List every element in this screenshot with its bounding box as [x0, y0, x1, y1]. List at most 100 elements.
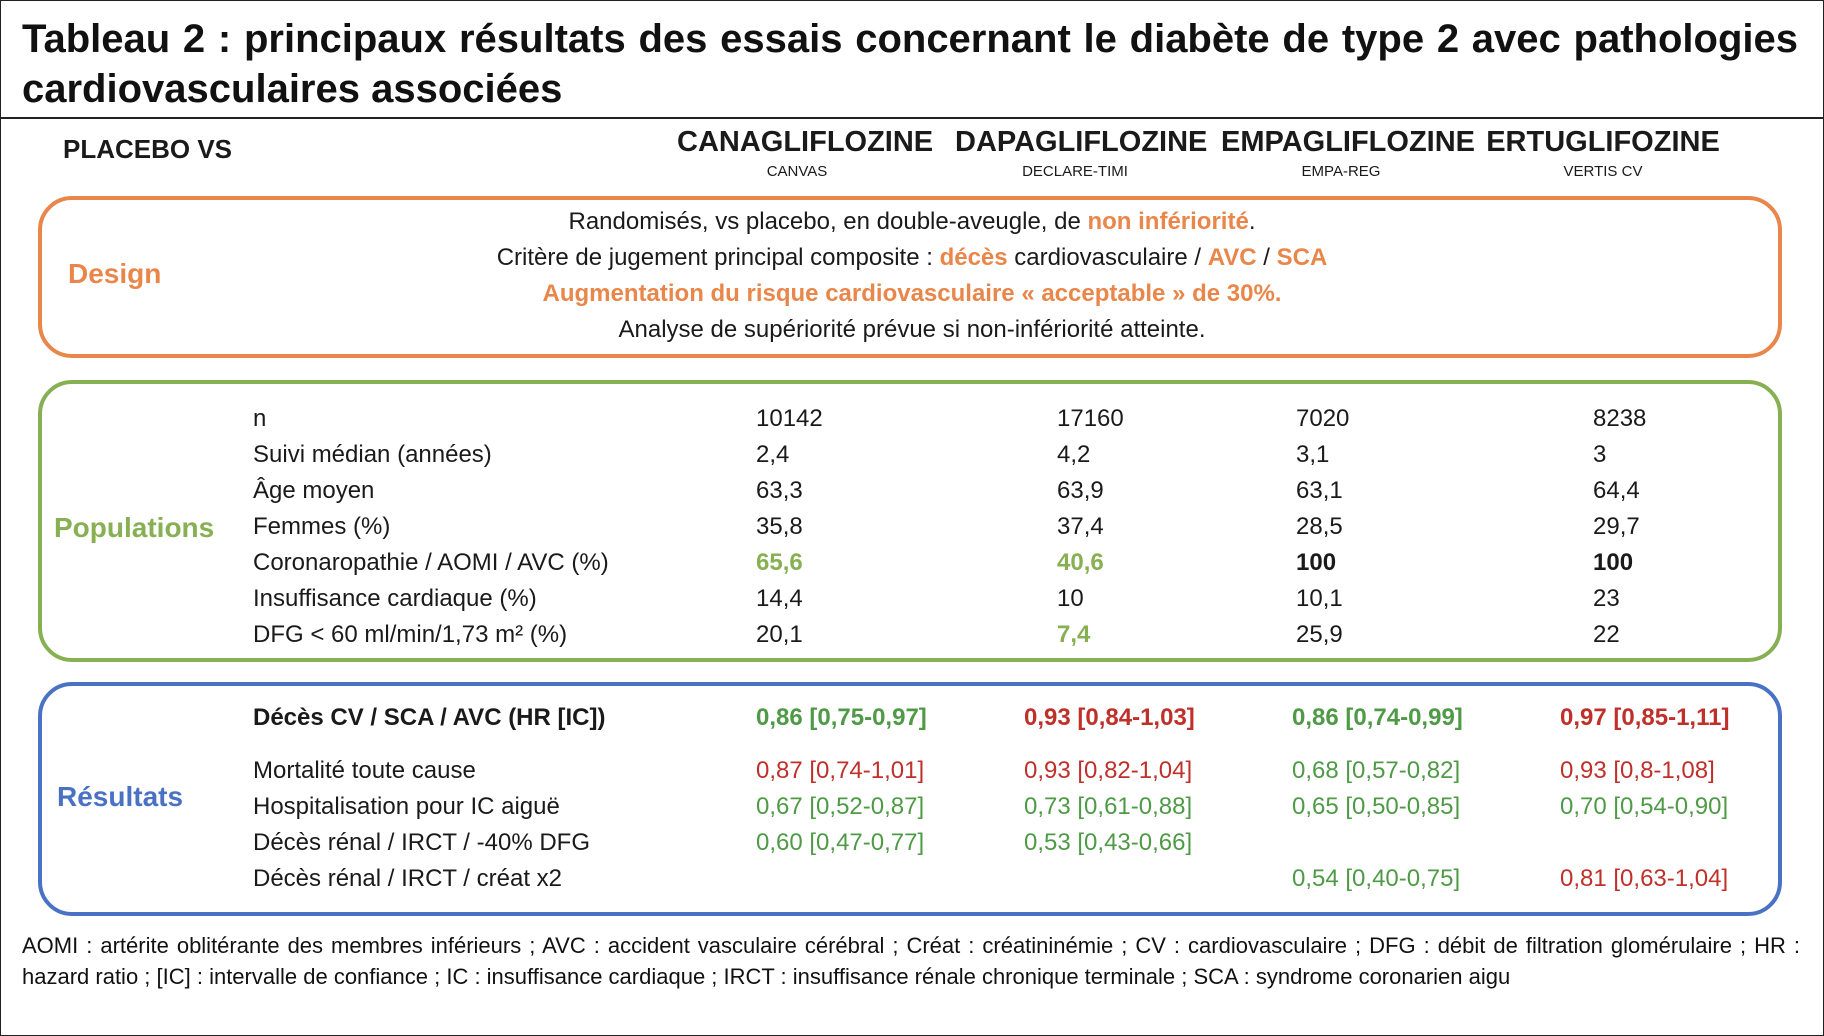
comparator-label: PLACEBO VS	[63, 134, 233, 164]
design-highlight: AVC	[1207, 244, 1257, 271]
abbreviations-footnote: AOMI : artérite oblitérante des membres …	[22, 933, 1800, 989]
drug-header-dapagliflozine: DAPAGLIFLOZINE DECLARE-TIMI	[955, 124, 1208, 182]
cell: 0,81 [0,63-1,04]	[1560, 865, 1729, 892]
cell: 64,4	[1593, 477, 1640, 504]
design-highlight: non infériorité	[1087, 208, 1249, 235]
cell: 0,73 [0,61-0,88]	[1024, 793, 1193, 820]
cell: 35,8	[756, 513, 803, 540]
cell: 7,4	[1057, 621, 1091, 648]
row-label: Insuffisance cardiaque (%)	[253, 585, 537, 612]
result-row-primary: Décès CV / SCA / AVC (HR [IC]) 0,86 [0,7…	[0, 702, 1824, 734]
drug-header-canagliflozine: CANAGLIFLOZINE CANVAS	[677, 124, 934, 182]
cell: 8238	[1593, 405, 1647, 432]
cell: 0,53 [0,43-0,66]	[1024, 829, 1193, 856]
cell: 100	[1593, 549, 1634, 576]
cell: 10	[1057, 585, 1084, 612]
population-row: Âge moyen 63,3 63,9 63,1 64,4	[0, 475, 1824, 507]
cell: 63,3	[756, 477, 803, 504]
cell: 0,93 [0,8-1,08]	[1560, 757, 1715, 784]
cell: 0,93 [0,84-1,03]	[1024, 704, 1195, 731]
population-row: Insuffisance cardiaque (%) 14,4 10 10,1 …	[0, 583, 1824, 615]
cell: 3	[1593, 441, 1607, 468]
trial-name: EMPA-REG	[1301, 163, 1381, 180]
drug-name: DAPAGLIFLOZINE	[955, 126, 1208, 158]
design-box	[38, 196, 1782, 358]
results-label: Résultats	[57, 781, 184, 812]
design-line-4: Analyse de supériorité prévue si non-inf…	[618, 316, 1206, 343]
cell: 25,9	[1296, 621, 1343, 648]
row-label: Coronaropathie / AOMI / AVC (%)	[253, 549, 609, 576]
cell: 0,93 [0,82-1,04]	[1024, 757, 1193, 784]
cell: 2,4	[756, 441, 790, 468]
row-label: Âge moyen	[253, 477, 375, 504]
row-label: Mortalité toute cause	[253, 757, 476, 784]
cell: 29,7	[1593, 513, 1640, 540]
cell: 0,70 [0,54-0,90]	[1560, 793, 1729, 820]
cell: 0,87 [0,74-1,01]	[756, 757, 925, 784]
drug-name: ERTUGLIFOZINE	[1486, 126, 1720, 158]
cell: 23	[1593, 585, 1620, 612]
row-label: Hospitalisation pour IC aiguë	[253, 793, 560, 820]
cell: 10142	[756, 405, 823, 432]
result-row: Décès rénal / IRCT / créat x2 0,54 [0,40…	[0, 863, 1824, 895]
cell: 4,2	[1057, 441, 1091, 468]
design-highlight: SCA	[1276, 244, 1328, 271]
design-line-1: Randomisés, vs placebo, en double-aveugl…	[0, 206, 1824, 238]
cell: 28,5	[1296, 513, 1343, 540]
drug-header-ertuglifozine: ERTUGLIFOZINE VERTIS CV	[1483, 124, 1723, 182]
table-title: Tableau 2 : principaux résultats des ess…	[22, 17, 1798, 111]
result-row: Hospitalisation pour IC aiguë 0,67 [0,52…	[0, 791, 1824, 823]
design-line-2: Critère de jugement principal composite …	[0, 242, 1824, 274]
trial-name: DECLARE-TIMI	[1022, 163, 1128, 180]
drug-header-empagliflozine: EMPAGLIFLOZINE EMPA-REG	[1221, 124, 1476, 182]
cell: 22	[1593, 621, 1620, 648]
cell: 14,4	[756, 585, 803, 612]
design-text: Randomisés, vs placebo, en double-aveugl…	[568, 208, 1088, 235]
row-label: Décès rénal / IRCT / -40% DFG	[253, 829, 590, 856]
design-text: cardiovasculaire /	[1007, 244, 1208, 271]
row-label: Suivi médian (années)	[253, 441, 492, 468]
result-row: Décès rénal / IRCT / -40% DFG 0,60 [0,47…	[0, 827, 1824, 859]
cell: 40,6	[1057, 549, 1104, 576]
population-row: DFG < 60 ml/min/1,73 m² (%) 20,1 7,4 25,…	[0, 619, 1824, 651]
design-text: /	[1256, 244, 1277, 271]
design-highlight: décès	[939, 244, 1008, 271]
results-box	[38, 682, 1782, 916]
cell: 0,68 [0,57-0,82]	[1292, 757, 1461, 784]
cell: 100	[1296, 549, 1337, 576]
row-label: Décès rénal / IRCT / créat x2	[253, 865, 562, 892]
row-label: DFG < 60 ml/min/1,73 m² (%)	[253, 621, 568, 648]
design-label: Design	[68, 258, 162, 289]
cell: 0,97 [0,85-1,11]	[1560, 704, 1730, 731]
populations-label: Populations	[54, 512, 215, 543]
cell: 17160	[1057, 405, 1124, 432]
population-row: Femmes (%) 35,8 37,4 28,5 29,7	[0, 511, 1824, 543]
cell: 63,9	[1057, 477, 1104, 504]
cell: 0,86 [0,74-0,99]	[1292, 704, 1463, 731]
drug-name: CANAGLIFLOZINE	[677, 126, 934, 158]
design-text: .	[1248, 208, 1256, 235]
row-label: Femmes (%)	[253, 513, 391, 540]
result-row: Mortalité toute cause 0,87 [0,74-1,01] 0…	[0, 755, 1824, 787]
cell: 0,67 [0,52-0,87]	[756, 793, 925, 820]
cell: 65,6	[756, 549, 803, 576]
cell: 0,60 [0,47-0,77]	[756, 829, 925, 856]
design-text: Critère de jugement principal composite …	[496, 244, 940, 271]
population-row: Coronaropathie / AOMI / AVC (%) 65,6 40,…	[0, 547, 1824, 579]
population-row: Suivi médian (années) 2,4 4,2 3,1 3	[0, 439, 1824, 471]
title-divider	[0, 117, 1824, 119]
cell: 20,1	[756, 621, 803, 648]
cell: 37,4	[1057, 513, 1104, 540]
row-label: n	[253, 405, 267, 432]
cell: 3,1	[1296, 441, 1330, 468]
populations-box	[38, 380, 1782, 662]
drug-name: EMPAGLIFLOZINE	[1221, 126, 1476, 158]
trial-name: VERTIS CV	[1563, 163, 1643, 180]
row-label: Décès CV / SCA / AVC (HR [IC])	[253, 704, 606, 731]
cell: 0,86 [0,75-0,97]	[756, 704, 927, 731]
trial-name: CANVAS	[766, 163, 828, 180]
cell: 63,1	[1296, 477, 1343, 504]
cell: 10,1	[1296, 585, 1343, 612]
cell: 7020	[1296, 405, 1350, 432]
cell: 0,54 [0,40-0,75]	[1292, 865, 1461, 892]
